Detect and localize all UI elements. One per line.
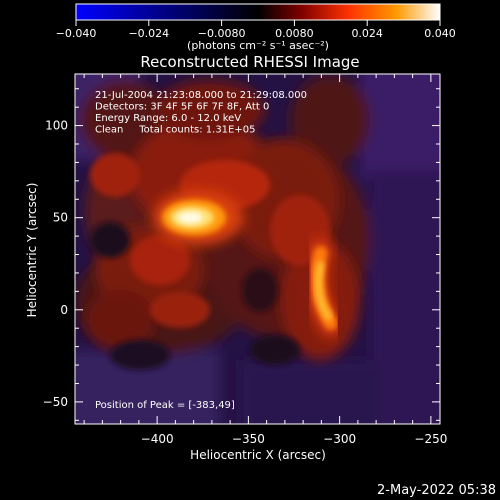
annotation-line: Clean Total counts: 1.31E+05 xyxy=(95,125,255,136)
peak-position-label: Position of Peak = [-383,49] xyxy=(95,400,235,411)
annotation-line: Energy Range: 6.0 - 12.0 keV xyxy=(95,113,241,124)
annotation-block: 21-Jul-2004 21:23:08.000 to 21:29:08.000… xyxy=(95,90,307,136)
chart-title: Reconstructed RHESSI Image xyxy=(140,53,359,71)
secondary-source xyxy=(303,237,344,339)
x-axis-label: Heliocentric X (arcsec) xyxy=(190,448,326,462)
annotation-line: 21-Jul-2004 21:23:08.000 to 21:29:08.000 xyxy=(95,90,307,101)
y-tick-label: 0 xyxy=(60,303,68,317)
x-tick-label: −250 xyxy=(414,432,447,446)
x-tick-label: −400 xyxy=(141,432,174,446)
colorbar-gradient xyxy=(75,3,441,21)
x-tick-label: −350 xyxy=(232,432,265,446)
colorbar-tick-label: 0.040 xyxy=(424,27,456,40)
colorbar-unit-label: (photons cm⁻² s⁻¹ asec⁻²) xyxy=(187,39,329,52)
colorbar-tick-label: −0.040 xyxy=(56,27,97,40)
annotation-line: Detectors: 3F 4F 5F 6F 7F 8F, Att 0 xyxy=(95,102,269,113)
colorbar-tick-label: −0.024 xyxy=(128,27,169,40)
y-tick-label: 100 xyxy=(45,119,68,133)
heatmap-image xyxy=(75,74,440,424)
plot-frame xyxy=(74,73,441,425)
colorbar-tick-label: −0.0080 xyxy=(198,27,246,40)
footer-timestamp: 2-May-2022 05:38 xyxy=(377,483,496,498)
colorbar-tick-label: 0.024 xyxy=(351,27,383,40)
y-tick-label: −50 xyxy=(43,395,68,409)
x-axis: −400 −350 −300 −250 xyxy=(83,74,447,446)
peak-source xyxy=(153,189,244,246)
y-axis: −50 0 50 100 xyxy=(43,88,440,421)
y-tick-label: 50 xyxy=(53,211,68,225)
x-tick-label: −300 xyxy=(323,432,356,446)
colorbar-tick-label: 0.0080 xyxy=(275,27,314,40)
y-axis-label: Heliocentric Y (arcsec) xyxy=(25,183,39,318)
colorbar: −0.040 −0.024 −0.0080 0.0080 0.024 0.040 (pho… xyxy=(56,3,456,52)
